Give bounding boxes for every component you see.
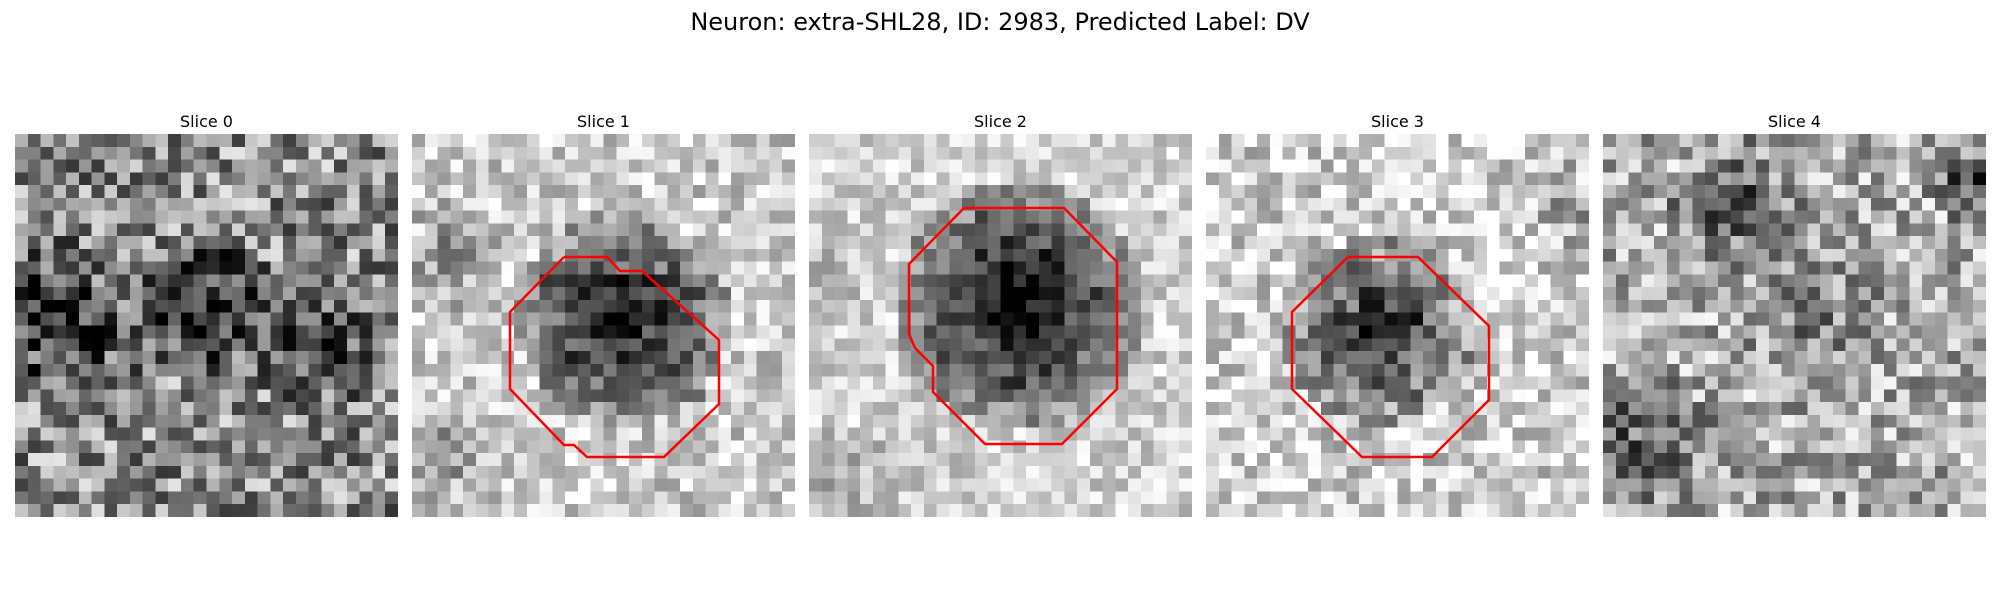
cell-outline-1 (508, 255, 721, 459)
slice-image-0 (15, 134, 398, 517)
slice-title-4: Slice 4 (1768, 112, 1821, 131)
cell-outline-2 (907, 206, 1119, 446)
slice-canvas-1 (412, 134, 795, 517)
outline-svg-2 (907, 206, 1119, 446)
slice-canvas-2 (809, 134, 1192, 517)
slice-panel-2: Slice 2 (809, 110, 1192, 517)
slice-image-4 (1603, 134, 1986, 517)
slice-canvas-0 (15, 134, 398, 517)
slice-panel-0: Slice 0 (15, 110, 398, 517)
slice-image-3 (1206, 134, 1589, 517)
slice-title-2: Slice 2 (974, 112, 1027, 131)
cell-outline-3 (1290, 255, 1491, 459)
slice-canvas-3 (1206, 134, 1589, 517)
slice-panel-4: Slice 4 (1603, 110, 1986, 517)
outline-svg-1 (508, 255, 721, 459)
outline-svg-3 (1290, 255, 1491, 459)
slice-canvas-4 (1603, 134, 1986, 517)
slice-panel-1: Slice 1 (412, 110, 795, 517)
figure-title: Neuron: extra-SHL28, ID: 2983, Predicted… (690, 8, 1310, 36)
slice-title-1: Slice 1 (577, 112, 630, 131)
slice-panel-3: Slice 3 (1206, 110, 1589, 517)
slice-image-2 (809, 134, 1192, 517)
slice-title-0: Slice 0 (180, 112, 233, 131)
slice-title-3: Slice 3 (1371, 112, 1424, 131)
slice-image-1 (412, 134, 795, 517)
